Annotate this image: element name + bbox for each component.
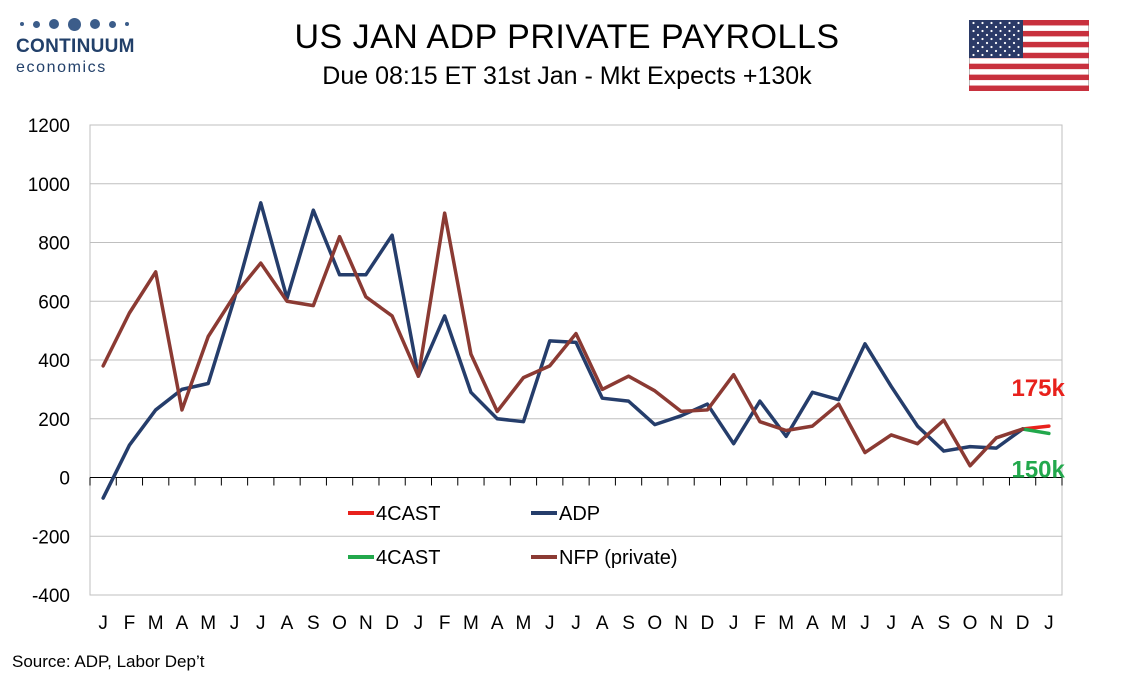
x-tick-label: S — [937, 613, 950, 634]
x-tick-label: N — [359, 613, 373, 634]
source-note: Source: ADP, Labor Dep’t — [12, 652, 205, 671]
chart-legend: 4CAST ADP 4CAST NFP (private) — [348, 503, 678, 569]
x-tick-label: J — [729, 613, 739, 634]
logo-dots-icon — [20, 16, 129, 32]
x-tick-label: M — [831, 613, 847, 634]
y-tick-label: -200 — [32, 527, 70, 548]
x-tick-label: S — [622, 613, 635, 634]
logo-brand: CONTINUUM — [16, 36, 135, 57]
x-tick-label: M — [463, 613, 479, 634]
x-tick-label: J — [860, 613, 870, 634]
x-tick-label: J — [545, 613, 555, 634]
y-tick-label: 800 — [38, 234, 70, 255]
plot-frame — [89, 124, 1063, 596]
legend-label: 4CAST — [376, 503, 440, 525]
chart-grid — [89, 124, 1063, 596]
x-tick-label: D — [385, 613, 399, 634]
continuum-logo: CONTINUUM economics — [14, 12, 144, 82]
legend-label: ADP — [559, 503, 600, 525]
x-tick-label: A — [806, 613, 819, 634]
x-tick-label: J — [230, 613, 240, 634]
x-tick-label: O — [647, 613, 662, 634]
x-tick-label: N — [989, 613, 1003, 634]
x-tick-label: M — [200, 613, 216, 634]
legend-label: NFP (private) — [559, 547, 678, 569]
chart-title: US JAN ADP PRIVATE PAYROLLS — [294, 18, 840, 56]
legend-label: 4CAST — [376, 547, 440, 569]
x-tick-label: D — [1016, 613, 1030, 634]
x-tick-label: J — [414, 613, 424, 634]
y-tick-label: 200 — [38, 410, 70, 431]
us-flag-icon — [969, 20, 1089, 91]
series-line-4cast-3 — [1020, 427, 1051, 436]
forecast-label-high: 175k — [1011, 375, 1065, 402]
series-line-adp-0 — [101, 201, 1025, 500]
x-tick-label: O — [332, 613, 347, 634]
x-tick-label: F — [124, 613, 136, 634]
chart-annotations: 175k 150k — [1011, 375, 1065, 483]
x-tick-label: A — [491, 613, 504, 634]
series-line-nfp-private-1 — [101, 211, 1025, 468]
x-tick-label: J — [886, 613, 896, 634]
chart-subtitle: Due 08:15 ET 31st Jan - Mkt Expects +130… — [322, 62, 812, 90]
y-tick-label: 1200 — [28, 116, 70, 137]
x-tick-label: J — [571, 613, 581, 634]
x-tick-label: A — [176, 613, 189, 634]
x-tick-label: F — [754, 613, 766, 634]
x-tick-label: S — [307, 613, 320, 634]
x-tick-label: J — [1044, 613, 1054, 634]
x-tick-label: N — [674, 613, 688, 634]
x-tick-label: F — [439, 613, 451, 634]
x-tick-label: J — [98, 613, 108, 634]
x-tick-label: A — [596, 613, 609, 634]
y-tick-label: 1000 — [28, 175, 70, 196]
chart-series — [101, 201, 1051, 500]
x-tick-label: A — [911, 613, 924, 634]
y-tick-label: 0 — [59, 469, 70, 490]
logo-sub: economics — [16, 59, 107, 76]
x-tick-label: M — [148, 613, 164, 634]
x-tick-label: O — [963, 613, 978, 634]
x-tick-label: A — [281, 613, 294, 634]
y-tick-label: 600 — [38, 292, 70, 313]
y-tick-label: 400 — [38, 351, 70, 372]
x-tick-label: M — [516, 613, 532, 634]
forecast-label-low: 150k — [1011, 456, 1065, 483]
y-tick-label: -400 — [32, 586, 70, 607]
x-tick-label: M — [778, 613, 794, 634]
x-tick-label: J — [256, 613, 266, 634]
x-tick-label: D — [700, 613, 714, 634]
